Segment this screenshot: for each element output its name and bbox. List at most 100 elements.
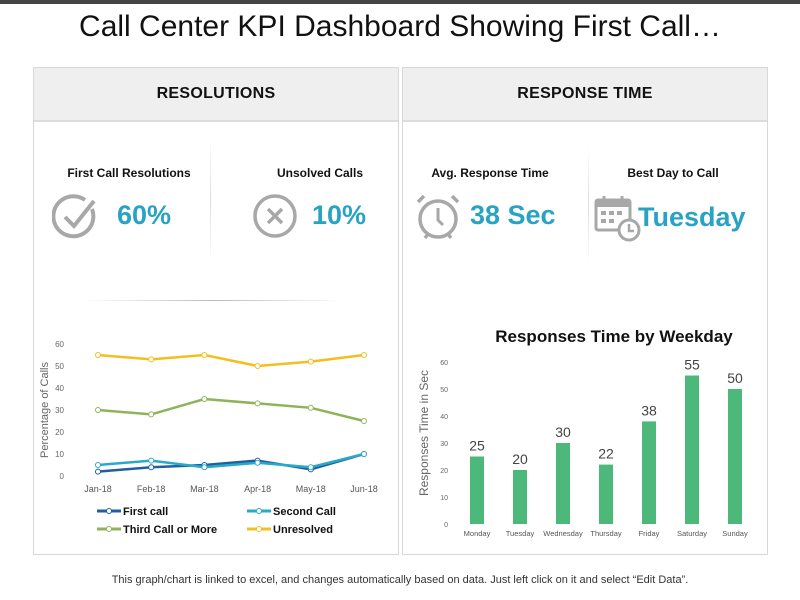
bar-value-label: 20 [512,451,528,467]
y-tick-label: 40 [440,414,448,421]
divider [210,135,211,265]
y-axis-label: Percentage of Calls [39,362,51,458]
data-point [307,404,314,411]
top-bar [0,0,800,4]
calendar-clock-icon [594,196,641,242]
bar-value-label: 50 [727,370,743,386]
divider [85,300,345,301]
legend-marker [106,526,112,532]
kpi-label-avg-response: Avg. Response Time [431,166,549,180]
data-point [95,352,101,358]
bar [685,375,699,524]
x-tick-label: Monday [464,529,491,538]
y-axis-label: Responses Time in Sec [417,370,431,496]
series-line [97,452,365,473]
bar [642,421,656,524]
x-tick-label: Jun-18 [350,484,378,494]
footer-note: This graph/chart is linked to excel, and… [111,574,689,586]
y-tick-label: 30 [55,406,64,415]
y-tick-label: 30 [440,441,448,448]
series-line [97,452,365,469]
kpi-label-best-day: Best Day to Call [627,166,719,180]
y-tick-label: 40 [55,384,64,393]
x-circle-icon [253,194,297,238]
legend-marker [256,526,262,532]
x-tick-label: Friday [639,529,660,538]
bar-value-label: 55 [684,357,700,373]
y-tick-label: 50 [55,362,64,371]
y-tick-label: 60 [440,360,448,367]
bar-value-label: 38 [641,402,657,418]
x-tick-label: May-18 [296,484,326,494]
response-time-header: RESPONSE TIME [403,68,767,122]
resolutions-header: RESOLUTIONS [34,68,398,122]
divider [588,145,589,265]
data-point [201,352,208,358]
legend-label: Unresolved [273,524,333,536]
x-tick-label: Tuesday [506,529,535,538]
response-time-panel: RESPONSE TIME [402,67,768,555]
data-point [254,400,261,407]
bar [728,389,742,524]
data-point [201,396,208,402]
series-line [97,353,365,368]
chart-title: Responses Time by Weekday [495,327,733,346]
x-tick-label: Apr-18 [244,484,271,494]
legend-label: Second Call [273,506,336,518]
data-point [95,462,101,468]
y-tick-label: 60 [55,340,64,349]
y-tick-label: 10 [440,495,448,502]
x-tick-label: Thursday [590,529,622,538]
kpi-label-first-call: First Call Resolutions [67,166,191,180]
data-point [148,457,155,464]
y-tick-label: 20 [440,468,448,475]
y-tick-label: 50 [440,387,448,394]
y-tick-label: 10 [55,450,64,459]
legend-label: First call [123,506,168,518]
bar [470,456,484,524]
bar [513,470,527,524]
legend-marker [256,508,262,514]
legend-label: Third Call or More [123,524,217,536]
bar [556,443,570,524]
y-tick-label: 0 [60,472,65,481]
data-point [95,468,101,475]
bar-value-label: 22 [598,446,614,462]
data-point [307,464,314,471]
kpi-value-best-day: Tuesday [638,202,746,232]
series-line [97,397,365,423]
bar-value-label: 30 [555,424,571,440]
y-tick-label: 0 [444,522,448,529]
page-title: Call Center KPI Dashboard Showing First … [79,10,721,43]
kpi-value-first-call: 60% [117,200,172,230]
data-point [361,451,367,457]
legend-marker [106,508,112,514]
x-tick-label: Mar-18 [190,484,219,494]
alarm-clock-icon [416,194,460,240]
data-point [95,407,101,413]
x-tick-label: Feb-18 [137,484,166,494]
x-tick-label: Saturday [677,529,707,538]
bar [599,464,613,524]
bar-value-label: 25 [469,438,485,454]
data-point [361,418,367,424]
x-tick-label: Wednesday [543,529,583,538]
kpi-value-unsolved: 10% [312,200,367,230]
kpi-label-unsolved: Unsolved Calls [276,166,364,180]
kpi-value-avg-response: 38 Sec [470,200,556,230]
data-point [148,411,155,418]
x-tick-label: Sunday [722,529,748,538]
data-point [201,464,208,471]
data-point [307,358,314,365]
resolutions-panel: RESOLUTIONS [33,67,399,555]
check-circle-icon [52,194,96,239]
data-point [148,464,155,471]
data-point [254,363,261,369]
y-tick-label: 20 [55,428,64,437]
data-point [148,356,155,363]
x-tick-label: Jan-18 [84,484,112,494]
data-point [361,352,367,358]
data-point [254,459,261,466]
